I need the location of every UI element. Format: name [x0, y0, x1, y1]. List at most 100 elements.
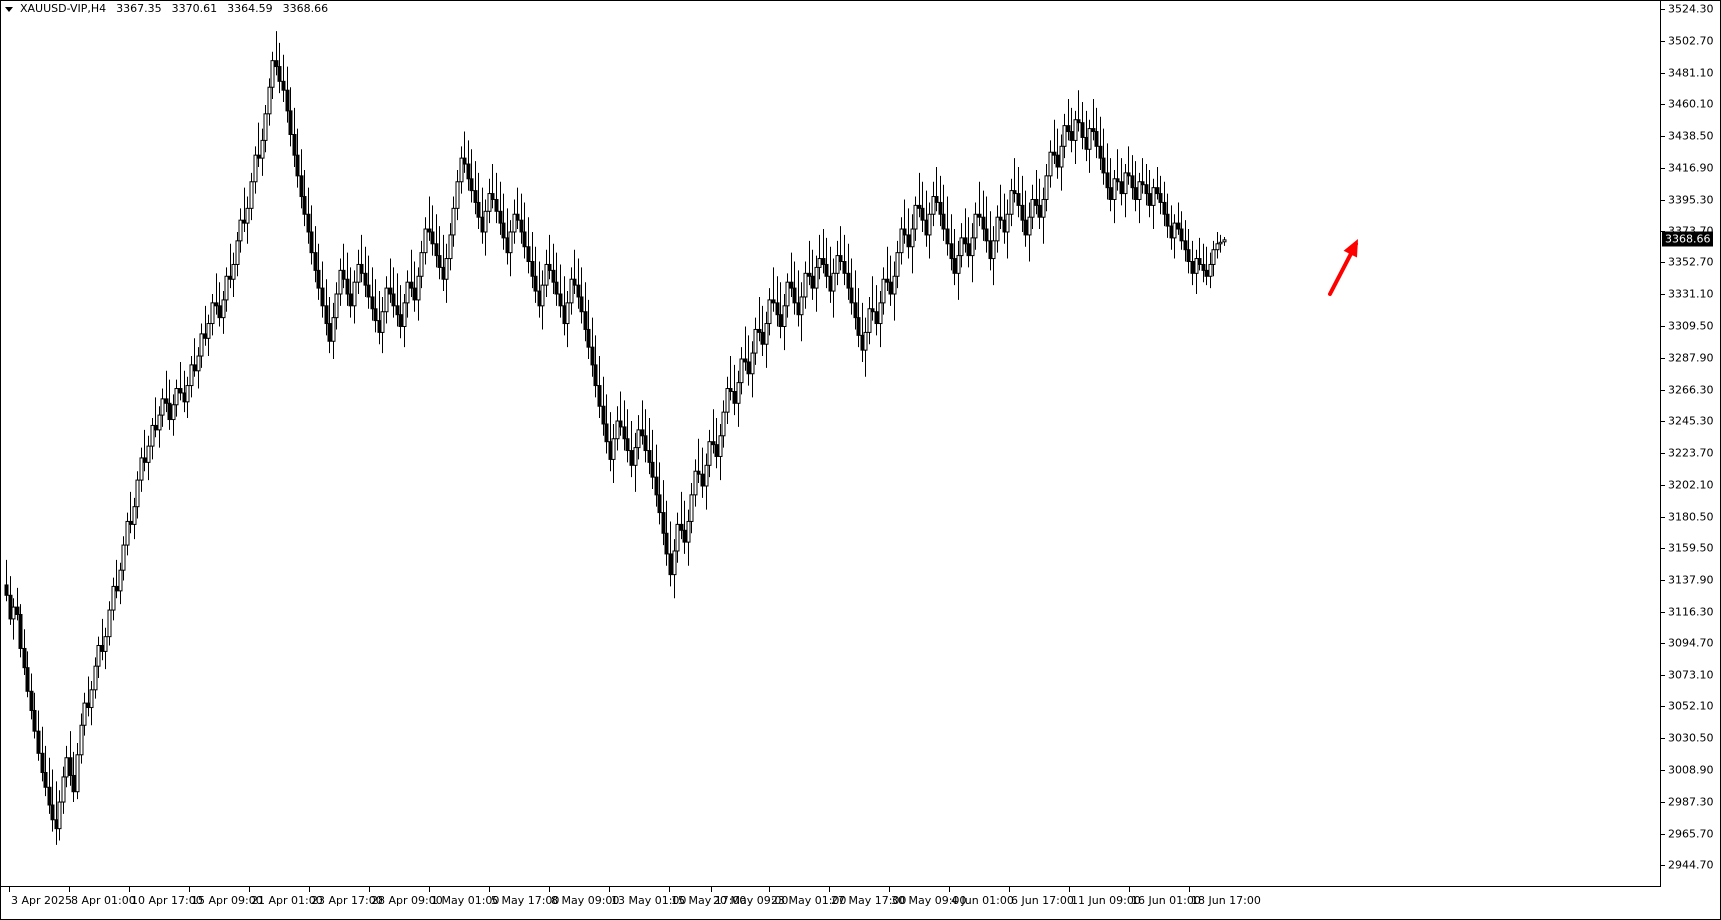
- candle-bullish: [331, 317, 336, 342]
- candle-bullish: [1137, 181, 1142, 200]
- candle-bullish: [231, 263, 236, 280]
- candle-bearish: [178, 388, 183, 394]
- candle-bullish: [402, 302, 407, 327]
- candle-bearish: [1165, 213, 1170, 227]
- time-scale-axis[interactable]: 3 Apr 2025 8 Apr 01:00 10 Apr 17:00 15 Apr …: [1, 886, 1661, 919]
- candle-bullish: [927, 213, 932, 236]
- candle-bearish: [1140, 181, 1145, 186]
- candle-bullish: [451, 207, 456, 236]
- candle-bullish: [799, 296, 804, 316]
- price-label: 3352.70: [1668, 255, 1714, 269]
- candle-bullish: [1027, 216, 1032, 236]
- price-tick: [1661, 262, 1665, 264]
- candle-bullish: [704, 464, 709, 487]
- candle-bearish: [778, 314, 783, 327]
- price-tick: [1661, 294, 1665, 296]
- candle-bearish: [68, 757, 73, 776]
- candle-bearish: [1052, 151, 1057, 156]
- candle-bearish: [643, 435, 648, 452]
- price-tick: [1661, 390, 1665, 392]
- candle-bullish: [895, 252, 900, 277]
- candle-bearish: [977, 213, 982, 218]
- candle-bullish: [1215, 243, 1220, 251]
- candle-bullish: [995, 216, 1000, 242]
- candle-bullish: [1172, 222, 1177, 239]
- candle-bullish: [206, 323, 211, 339]
- candle-bearish: [29, 690, 34, 711]
- candle-bullish: [736, 382, 741, 404]
- price-tick: [1661, 643, 1665, 645]
- candle-bullish: [1059, 145, 1064, 168]
- time-tick: [1069, 887, 1070, 892]
- time-label: 23 Apr 17:00: [311, 894, 383, 907]
- price-tick: [1661, 579, 1665, 581]
- candle-bearish: [128, 520, 133, 525]
- price-tick: [1661, 421, 1665, 423]
- candle-bearish: [885, 278, 890, 283]
- candle-bearish: [853, 302, 858, 319]
- triangle-down-icon[interactable]: [5, 6, 13, 12]
- candle-bearish: [316, 269, 321, 289]
- time-tick: [769, 887, 770, 892]
- price-tick: [1661, 326, 1665, 328]
- candle-bearish: [604, 423, 609, 443]
- candle-bearish: [810, 275, 815, 289]
- candle-bearish: [888, 281, 893, 295]
- price-label: 3073.10: [1668, 668, 1714, 682]
- candle-bearish: [1105, 172, 1110, 189]
- candle-bullish: [686, 520, 691, 543]
- candle-bullish: [569, 278, 574, 304]
- candle-bearish: [142, 457, 147, 463]
- candle-bullish: [1073, 119, 1078, 141]
- candle-bearish: [434, 243, 439, 257]
- chart-plot-area[interactable]: [2, 2, 1660, 886]
- price-label: 2987.30: [1668, 795, 1714, 809]
- candle-bullish: [615, 420, 620, 440]
- candle-bearish: [966, 243, 971, 257]
- candle-bearish: [821, 258, 826, 265]
- time-tick: [189, 887, 190, 892]
- price-tick: [1661, 675, 1665, 677]
- candle-bearish: [593, 364, 598, 387]
- candle-bearish: [114, 585, 119, 592]
- candle-bullish: [931, 196, 936, 215]
- price-label: 3030.50: [1668, 731, 1714, 745]
- candle-bullish: [196, 355, 201, 372]
- candle-bullish: [782, 305, 787, 327]
- candle-bearish: [320, 287, 325, 307]
- candle-bearish: [395, 305, 400, 316]
- price-scale-axis[interactable]: 3524.30 3502.70 3481.10 3460.10 3438.50 3416.…: [1660, 1, 1720, 887]
- candle-bearish: [661, 512, 666, 534]
- candle-bearish: [1091, 128, 1096, 133]
- candle-bullish: [611, 438, 616, 460]
- price-tick: [1661, 547, 1665, 549]
- candle-bearish: [515, 213, 520, 221]
- candle-bearish: [760, 331, 765, 345]
- candle-bearish: [47, 786, 52, 806]
- candle-bearish: [256, 154, 261, 159]
- time-tick: [129, 887, 130, 892]
- time-label: 10 Apr 17:00: [131, 894, 203, 907]
- candle-bearish: [1098, 145, 1103, 159]
- candle-bearish: [963, 237, 968, 245]
- candle-bearish: [757, 328, 762, 333]
- candle-bearish: [1201, 263, 1206, 271]
- candle-bullish: [238, 219, 243, 242]
- candle-bearish: [664, 532, 669, 555]
- candle-bearish: [348, 293, 353, 307]
- candle-bearish: [920, 207, 925, 221]
- candle-bullish: [267, 86, 272, 115]
- candle-bearish: [1037, 204, 1042, 218]
- candle-bearish: [501, 222, 506, 239]
- price-tick: [1661, 516, 1665, 518]
- candle-bearish: [714, 444, 719, 457]
- price-tick: [1661, 706, 1665, 708]
- candle-bearish: [743, 358, 748, 363]
- candle-bullish: [224, 275, 229, 301]
- candle-bullish: [1005, 213, 1010, 233]
- candle-bullish: [270, 60, 275, 88]
- candle-bullish: [253, 154, 258, 183]
- ohlc-high: 3370.61: [171, 2, 218, 15]
- candle-bearish: [807, 272, 812, 277]
